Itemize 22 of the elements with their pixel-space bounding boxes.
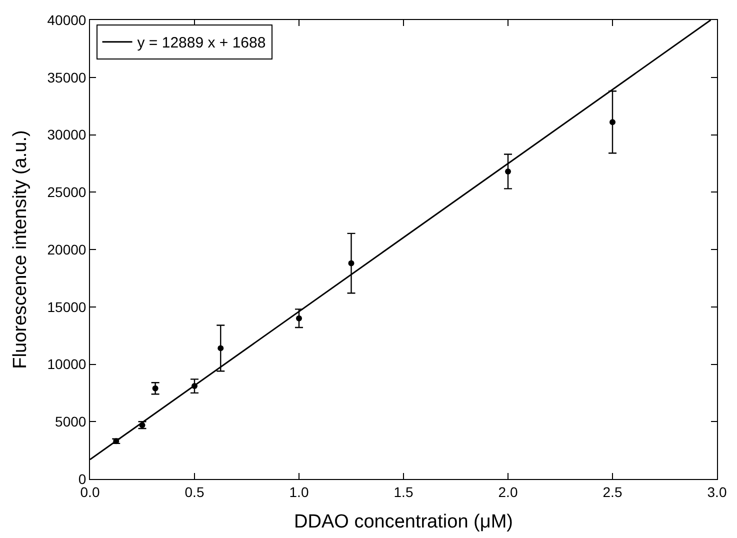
point xyxy=(610,119,616,126)
y-tick-label: 25000 xyxy=(47,184,86,200)
y-tick-label: 35000 xyxy=(47,69,86,86)
x-tick-label: 2.5 xyxy=(602,484,622,500)
y-tick-label: 30000 xyxy=(47,126,86,143)
x-axis-title: DDAO concentration (μM) xyxy=(294,512,513,533)
y-tick-label: 5000 xyxy=(55,414,86,430)
x-tick-label: 3.0 xyxy=(707,484,727,500)
x-tick-label: 1.0 xyxy=(289,484,309,500)
point xyxy=(348,260,354,266)
legend-label: y = 12889 x + 1688 xyxy=(137,34,266,52)
point xyxy=(505,168,511,174)
y-tick-label: 20000 xyxy=(47,241,86,258)
x-tick-label: 2.0 xyxy=(498,484,518,500)
y-tick-label: 40000 xyxy=(47,12,86,28)
point xyxy=(296,315,302,322)
x-tick-label: 1.5 xyxy=(394,484,414,500)
y-tick-label: 10000 xyxy=(47,356,86,372)
y-axis-title: Fluorescence intensity (a.u.) xyxy=(10,130,32,369)
x-tick-label: 0.5 xyxy=(184,484,204,500)
point xyxy=(218,345,224,352)
y-tick-label: 15000 xyxy=(47,298,86,315)
